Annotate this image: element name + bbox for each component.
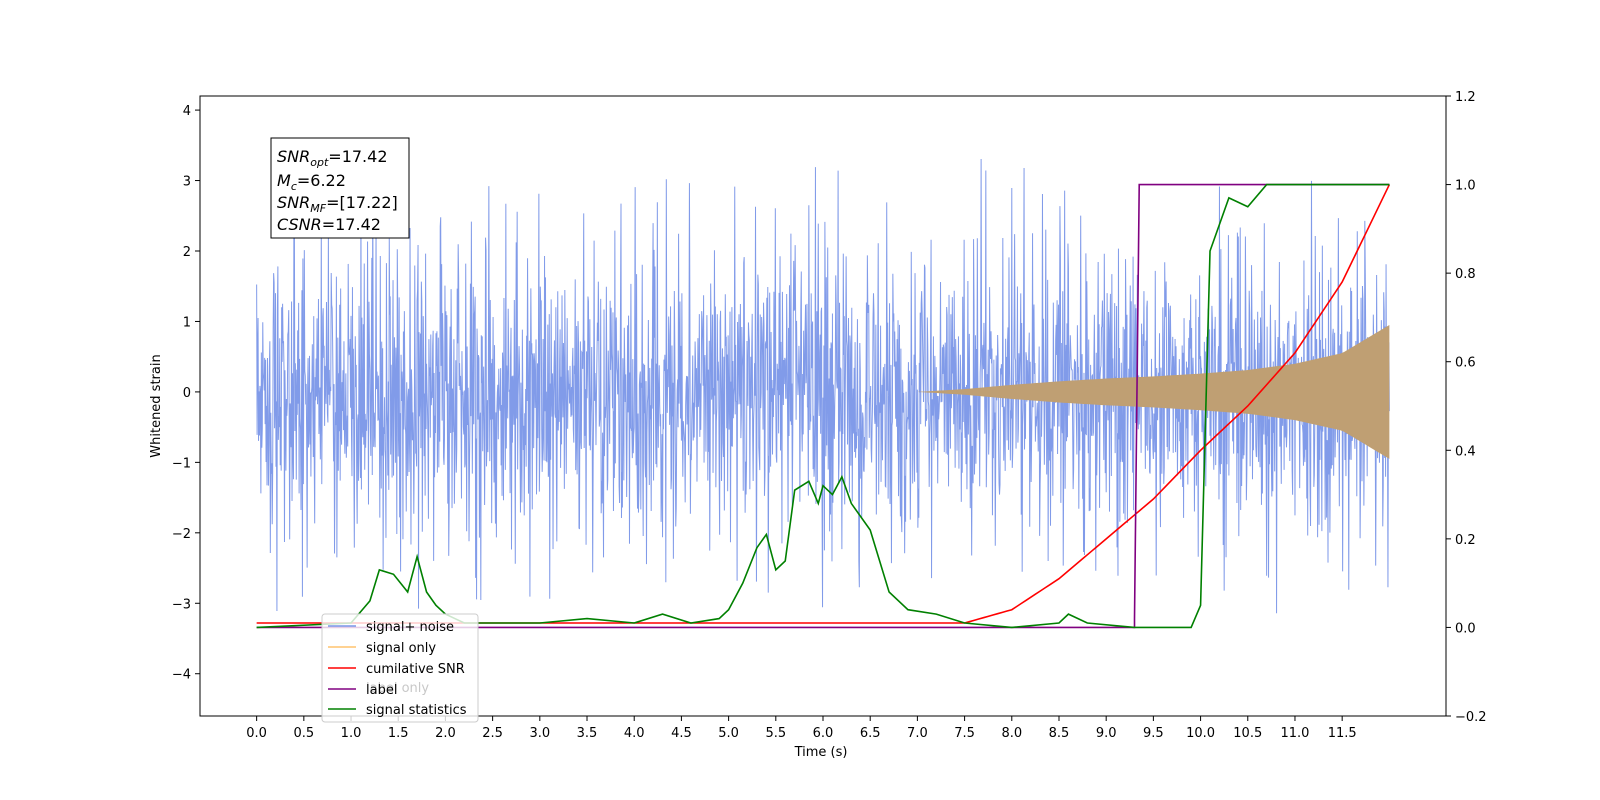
y2-tick-label: 1.2 [1455,90,1476,105]
legend-label-signal-statistics: signal statistics [366,703,467,718]
x-tick-label: 3.0 [529,726,550,741]
legend-label-signal-only: signal only [366,641,436,656]
x-tick-label: 5.5 [765,726,786,741]
x-tick-label: 3.5 [577,726,598,741]
y-tick-label: −1 [172,456,191,471]
x-tick-label: 11.0 [1280,726,1309,741]
x-tick-label: 6.0 [813,726,834,741]
signal-noise-series [256,158,1390,614]
x-tick-label: 1.5 [388,726,409,741]
y2-tick-label: 1.0 [1455,179,1476,194]
x-axis: 0.0 0.5 1.0 1.5 2.0 2.5 3.0 3.5 4.0 4.5 5.0 5.5 6.0 6… [246,716,1357,741]
legend: label only signal+ noise signal only cum… [321,613,479,723]
label-series [256,183,1390,629]
y-tick-label: 3 [183,175,191,190]
annotation-snr-mf: SNRMF=[17.22] [277,193,398,215]
x-tick-label: 2.0 [435,726,456,741]
x-tick-label: 8.5 [1049,726,1070,741]
legend-label-signal-noise: signal+ noise [366,620,454,635]
x-tick-label: 0.5 [293,726,314,741]
y-tick-label: 2 [183,245,191,260]
legend-frame [321,613,479,723]
annotation-csnr: CSNR=17.42 [277,215,381,234]
y2-tick-label: −0.2 [1455,710,1487,725]
legend-label-cumulative-snr: cumilative SNR [366,662,465,677]
y-tick-label: 1 [183,315,191,330]
x-tick-label: 5.0 [718,726,739,741]
y-tick-label: 0 [183,386,191,401]
y2-tick-label: 0.2 [1455,533,1476,548]
x-tick-label: 2.5 [482,726,503,741]
x-tick-label: 6.5 [860,726,881,741]
x-tick-label: 9.5 [1143,726,1164,741]
annotation-snr-opt: SNRopt=17.42 [277,147,388,169]
legend-hidden-entry: label only [366,681,429,696]
annotation-chirp-mass: Mc=6.22 [277,171,346,193]
y-tick-label: −4 [172,668,191,683]
signal-only-series [256,324,1390,459]
y-axis-left: 4 3 2 1 0 −1 −2 −3 −4 [172,104,200,683]
x-tick-label: 8.0 [1001,726,1022,741]
y2-tick-label: 0.0 [1455,621,1476,636]
y-tick-label: −3 [172,597,191,612]
x-tick-label: 10.5 [1233,726,1262,741]
y-tick-label: 4 [183,104,191,119]
annotation-box: SNRopt=17.42 Mc=6.22 SNRMF=[17.22] CSNR=… [270,137,410,239]
x-tick-label: 10.0 [1186,726,1215,741]
y-tick-label: −2 [172,527,191,542]
x-tick-label: 7.0 [907,726,928,741]
y-axis-right: 1.2 1.0 0.8 0.6 0.4 0.2 0.0 −0.2 [1446,90,1487,725]
y-axis-label: Whitened strain [149,354,164,457]
x-tick-label: 4.0 [624,726,645,741]
x-tick-label: 1.0 [341,726,362,741]
x-axis-label: Time (s) [794,745,848,760]
y2-tick-label: 0.8 [1455,267,1476,282]
y2-tick-label: 0.6 [1455,356,1476,371]
x-tick-label: 0.0 [246,726,267,741]
signal-statistics-series [256,183,1390,629]
x-tick-label: 9.0 [1096,726,1117,741]
x-tick-label: 11.5 [1328,726,1357,741]
y2-tick-label: 0.4 [1455,444,1476,459]
annotation-frame [270,137,410,239]
x-tick-label: 7.5 [954,726,975,741]
legend-label-label: label [366,683,397,698]
x-tick-label: 4.5 [671,726,692,741]
